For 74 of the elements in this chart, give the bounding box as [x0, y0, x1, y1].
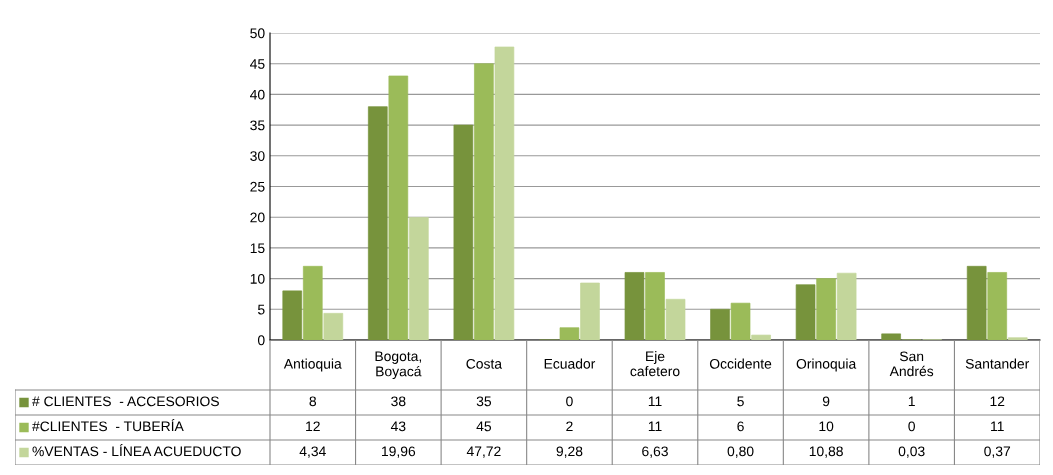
data-label: 0	[566, 396, 573, 407]
x-tick-label: Orinoquia	[796, 358, 857, 372]
bar	[580, 282, 600, 340]
legend-label: # CLIENTES - ACCESORIOS	[32, 396, 219, 407]
legend-label: #CLIENTES - TUBERÍA	[32, 419, 184, 432]
y-tick-label: 10	[250, 273, 265, 284]
bar	[665, 298, 686, 340]
bar	[559, 327, 580, 340]
x-tick-label: Antioquia	[283, 358, 342, 372]
data-label: 9	[822, 396, 830, 407]
bar	[1007, 337, 1028, 340]
data-label: 11	[991, 421, 1004, 432]
x-tick-label: Ecuador	[544, 358, 596, 369]
bar	[302, 265, 323, 340]
bar	[388, 75, 409, 340]
x-tick-label: Costa	[466, 358, 503, 369]
y-tick-label: 35	[250, 120, 265, 131]
x-tick-label: San Andrés	[889, 351, 934, 377]
data-label: 9,28	[556, 446, 583, 458]
data-label: 10	[819, 421, 834, 432]
x-tick-label: Santander	[965, 358, 1030, 369]
data-label: 0,37	[984, 446, 1011, 458]
bar	[966, 265, 987, 340]
x-tick-label: Occidente	[709, 358, 772, 369]
data-label: 6,63	[642, 446, 668, 458]
x-tick-label: Eje cafetero	[630, 351, 680, 377]
data-label: 19,96	[382, 446, 416, 458]
data-label: 2	[566, 421, 573, 432]
data-label: 10,88	[809, 446, 843, 458]
bar	[282, 290, 303, 340]
bar	[816, 278, 836, 340]
data-label: 11	[648, 396, 662, 407]
y-tick-label: 45	[250, 59, 265, 69]
data-label: 8	[309, 396, 317, 407]
bar	[453, 124, 474, 340]
data-label: 43	[390, 421, 406, 432]
data-label: 1	[908, 396, 915, 407]
y-tick-label: 50	[250, 28, 265, 39]
data-label: 0,80	[727, 446, 754, 458]
bar	[368, 106, 388, 340]
bar	[987, 272, 1008, 340]
bar	[710, 308, 730, 340]
data-label: 0	[908, 421, 915, 432]
bar	[409, 217, 429, 340]
bar	[624, 272, 645, 340]
y-tick-label: 40	[250, 89, 265, 100]
data-label: 11	[648, 421, 662, 432]
bar	[645, 272, 665, 340]
y-tick-label: 25	[250, 181, 265, 192]
y-tick-label: 20	[250, 212, 265, 223]
data-label: 4,34	[299, 446, 326, 458]
data-label: 5	[737, 396, 744, 407]
y-tick-label: 30	[250, 151, 265, 161]
data-label: 12	[306, 421, 320, 432]
y-tick-label: 15	[250, 243, 265, 254]
legend-label: %VENTAS - LÍNEA ACUEDUCTO	[32, 444, 241, 457]
data-label: 0,03	[898, 446, 925, 458]
bar	[836, 272, 857, 340]
bar	[730, 302, 751, 340]
y-tick-label: 5	[257, 304, 265, 315]
x-tick-label: Bogota, Boyacá	[375, 351, 422, 380]
bar	[494, 46, 515, 340]
data-label: 6	[737, 421, 744, 432]
data-label: 35	[476, 396, 492, 407]
data-label: 47,72	[466, 446, 501, 458]
bar	[795, 284, 816, 340]
bar	[751, 334, 771, 340]
bar	[881, 333, 901, 340]
bar	[474, 63, 494, 340]
data-label: 45	[476, 421, 492, 432]
data-label: 12	[990, 396, 1005, 407]
bar	[323, 313, 344, 340]
data-label: 38	[391, 396, 406, 407]
y-tick-label: 0	[257, 335, 265, 346]
